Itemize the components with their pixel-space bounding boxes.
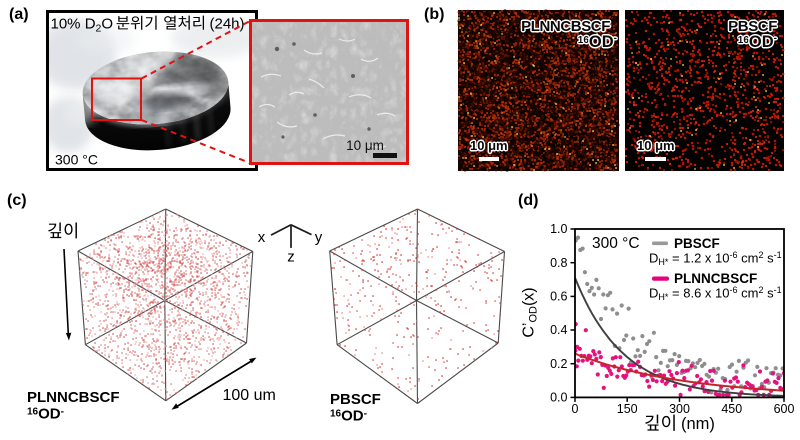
- svg-text:PBSCF: PBSCF: [674, 236, 720, 251]
- svg-text:0.6: 0.6: [550, 290, 567, 304]
- svg-text:(nm): (nm): [681, 415, 715, 433]
- svg-text:PBSCF: PBSCF: [330, 391, 381, 408]
- svg-text:x: x: [258, 229, 266, 246]
- svg-text:DH* = 1.2 x 10-6 cm2 s-1: DH* = 1.2 x 10-6 cm2 s-1: [649, 250, 782, 267]
- svg-text:0.0: 0.0: [550, 391, 567, 405]
- svg-text:300: 300: [669, 402, 690, 416]
- svg-text:1.0: 1.0: [550, 222, 567, 236]
- svg-text:600: 600: [774, 402, 795, 416]
- svg-text:300 °C: 300 °C: [592, 235, 640, 252]
- svg-text:0.8: 0.8: [550, 256, 567, 270]
- svg-text:DH* = 8.6 x 10-6 cm2 s-1: DH* = 8.6 x 10-6 cm2 s-1: [649, 285, 782, 302]
- svg-text:16OD-: 16OD-: [330, 408, 367, 425]
- svg-text:0: 0: [572, 402, 579, 416]
- svg-text:PLNNCBSCF: PLNNCBSCF: [674, 271, 757, 286]
- svg-text:y: y: [315, 229, 323, 246]
- svg-text:10 μm: 10 μm: [346, 138, 384, 153]
- svg-text:16OD-: 16OD-: [27, 406, 64, 423]
- svg-text:450: 450: [721, 402, 742, 416]
- svg-text:100 um: 100 um: [223, 387, 276, 404]
- svg-text:300 °C: 300 °C: [55, 151, 98, 167]
- svg-text:0.4: 0.4: [550, 323, 567, 337]
- svg-text:0.2: 0.2: [550, 357, 567, 371]
- svg-text:150: 150: [617, 402, 638, 416]
- svg-text:z: z: [287, 249, 295, 266]
- svg-text:C’OD(x): C’OD(x): [521, 287, 540, 337]
- svg-text:PLNNCBSCF: PLNNCBSCF: [27, 389, 120, 406]
